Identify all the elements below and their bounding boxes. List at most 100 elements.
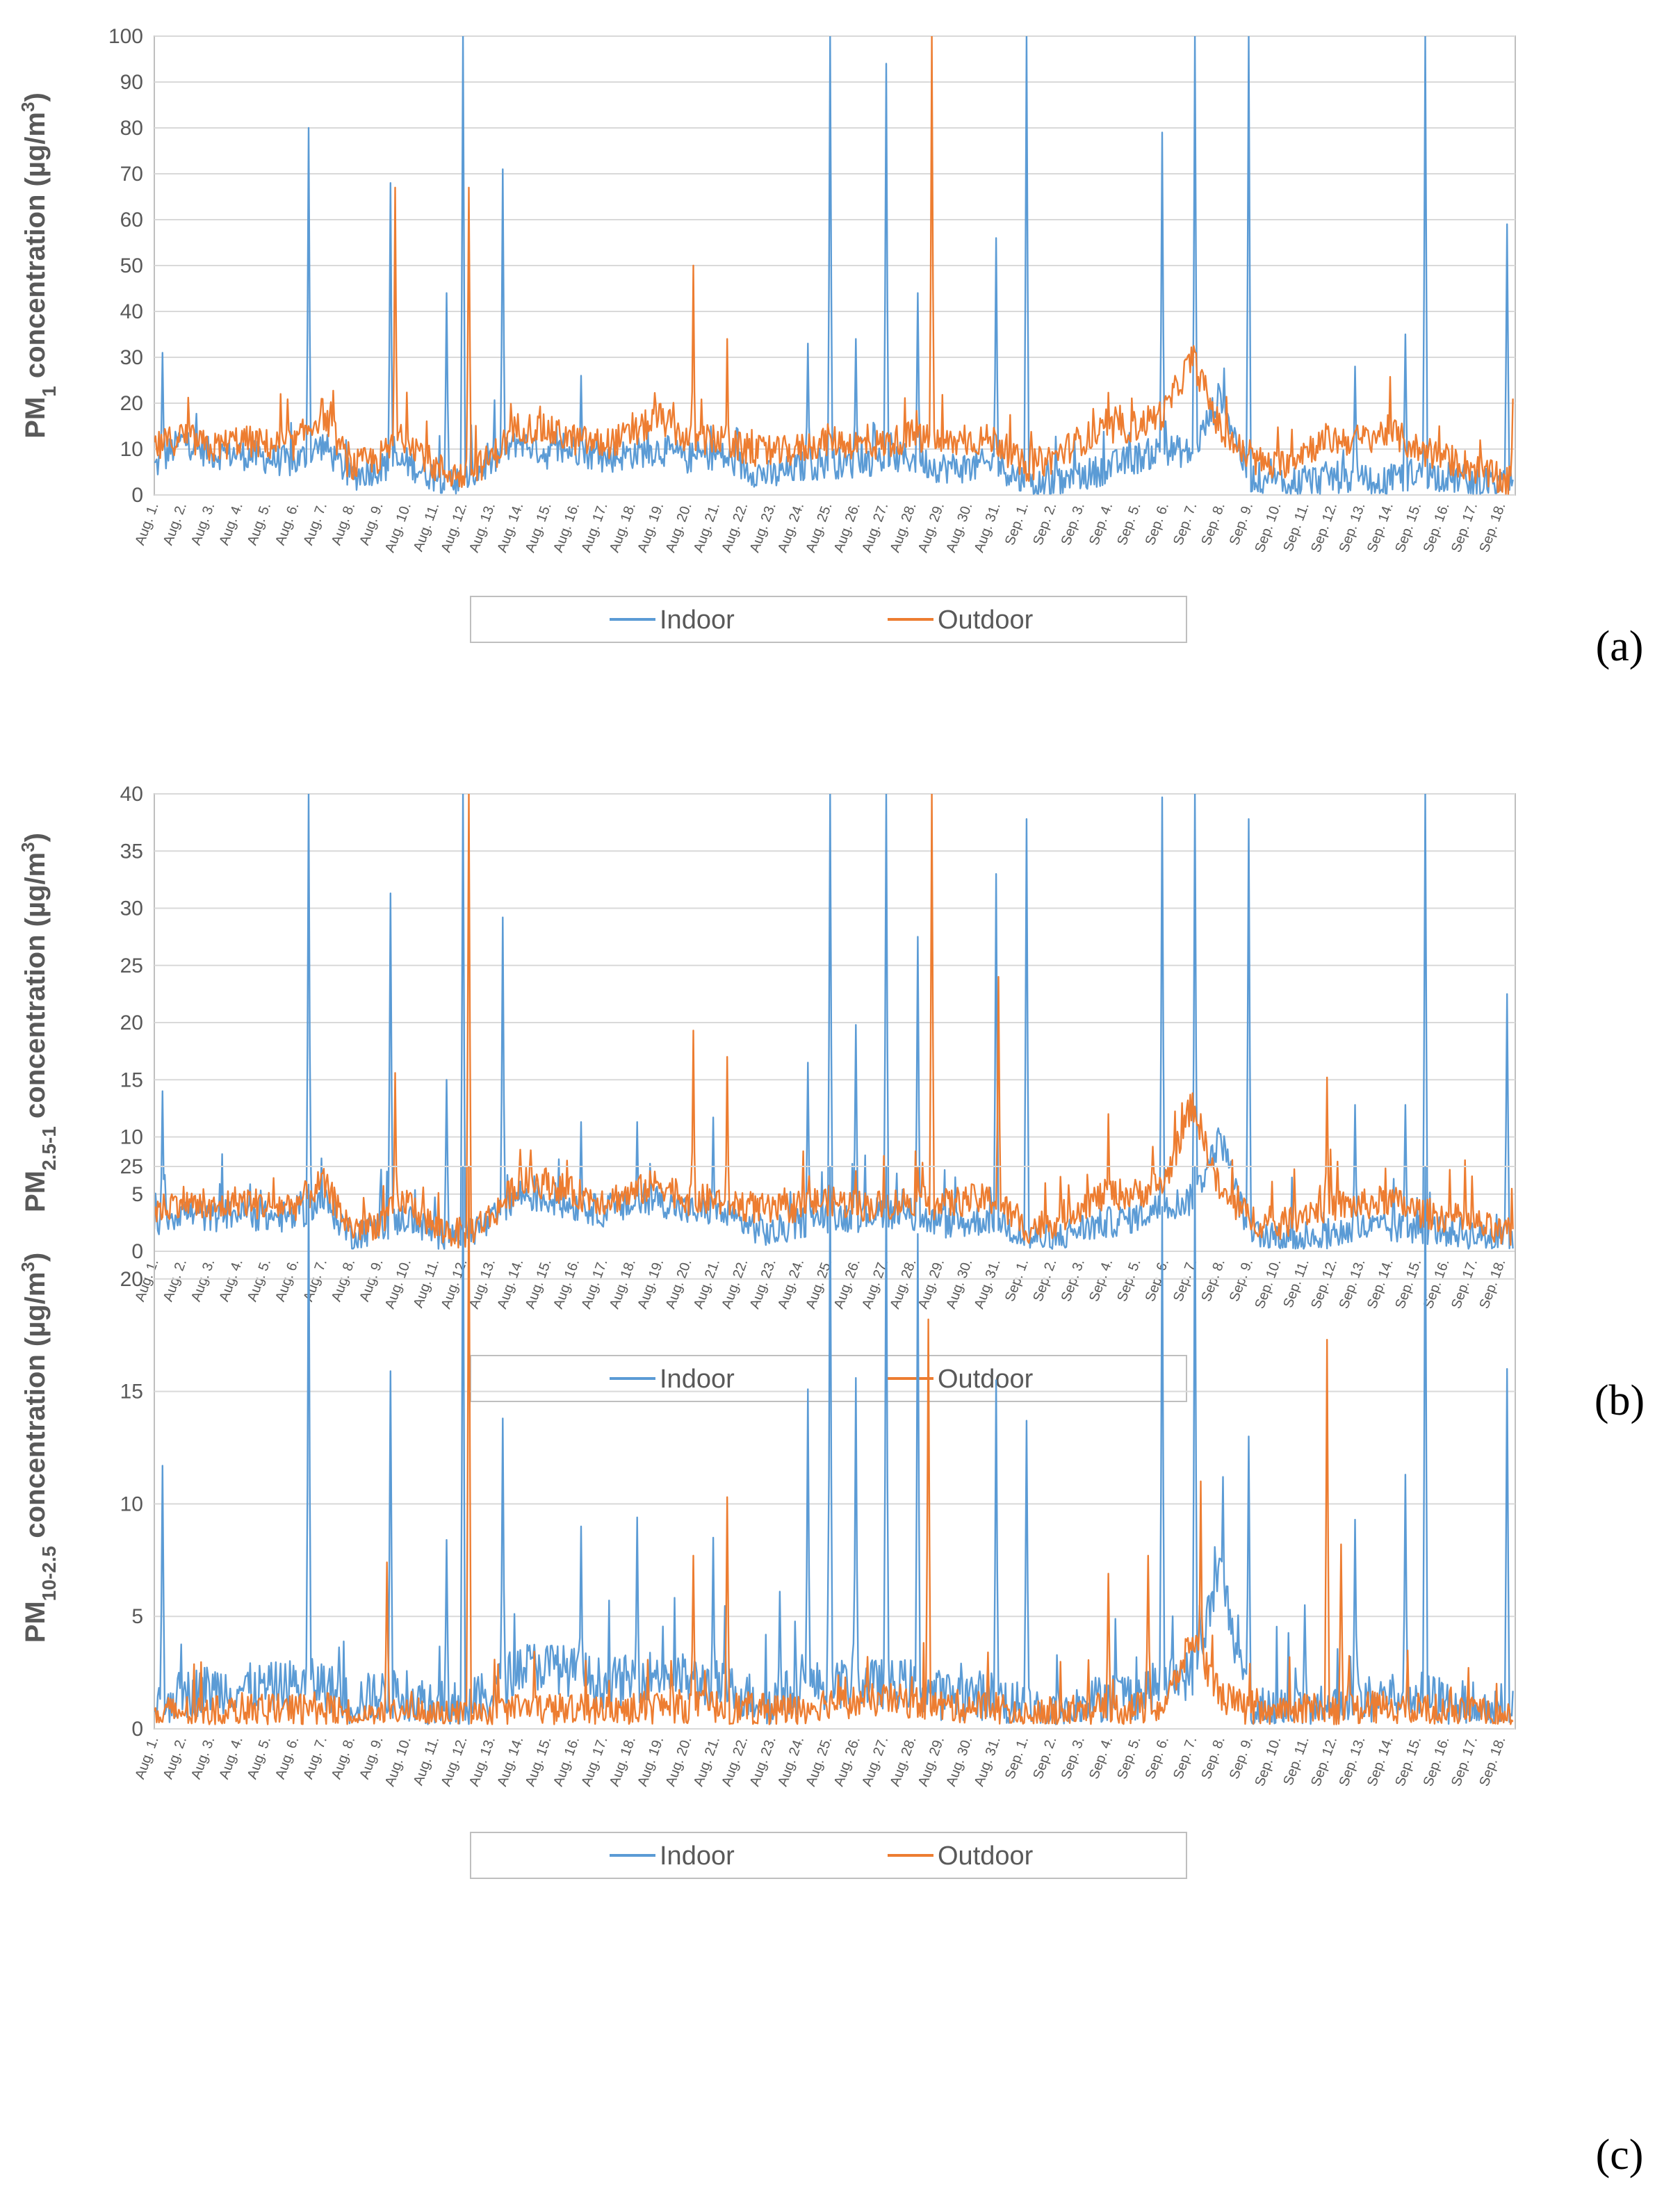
x-tick-label: Sep. 3.: [1059, 1734, 1088, 1781]
x-tick-label: Aug. 24.: [775, 1734, 807, 1789]
x-tick-label: Aug. 29.: [915, 501, 947, 555]
y-tick-label: 60: [120, 209, 143, 231]
x-tick-label: Sep. 12.: [1308, 1257, 1340, 1311]
x-tick-label: Sep. 5.: [1114, 1257, 1143, 1303]
x-tick-label: Aug. 12.: [439, 501, 471, 555]
x-tick-label: Aug. 19.: [635, 501, 667, 555]
x-tick-label: Sep. 6.: [1143, 1257, 1172, 1303]
x-tick-label: Aug. 18.: [607, 1734, 639, 1789]
x-tick-label: Aug. 5.: [245, 1734, 274, 1781]
x-tick-label: Sep. 13.: [1336, 1734, 1368, 1789]
y-tick-label: 25: [120, 1155, 143, 1178]
x-tick-label: Aug. 27.: [859, 501, 891, 555]
y-tick-label: 15: [120, 1381, 143, 1404]
legend-box: [470, 1832, 1187, 1879]
series-line-indoor: [154, 36, 1514, 495]
x-tick-label: Sep. 11.: [1280, 1734, 1312, 1787]
x-tick-label: Sep. 8.: [1198, 1734, 1228, 1781]
y-tick-label: 20: [120, 1268, 143, 1291]
x-tick-label: Aug. 5.: [245, 1257, 274, 1303]
x-tick-label: Aug. 19.: [635, 1734, 667, 1789]
legend-label-indoor: Indoor: [660, 1365, 735, 1394]
x-tick-label: Sep. 6.: [1143, 501, 1172, 547]
x-tick-label: Sep. 2.: [1030, 501, 1059, 547]
x-tick-label: Sep. 7.: [1171, 1734, 1200, 1781]
x-tick-label: Sep. 11.: [1280, 501, 1312, 553]
x-tick-label: Aug. 26.: [831, 1734, 863, 1789]
x-tick-label: Aug. 14.: [494, 1257, 526, 1311]
y-axis-title: PM10-2.5 concentration (µg/m3): [17, 1253, 60, 1643]
x-tick-label: Aug. 3.: [188, 1734, 218, 1781]
x-tick-label: Sep. 18.: [1476, 1734, 1508, 1789]
x-tick-label: Aug. 18.: [607, 1257, 639, 1311]
x-tick-label: Aug. 22.: [719, 1734, 751, 1789]
x-tick-label: Aug. 11.: [411, 501, 443, 553]
x-tick-label: Aug. 28.: [888, 1257, 920, 1311]
x-tick-label: Aug. 6.: [272, 501, 302, 547]
x-tick-label: Aug. 20.: [663, 1257, 695, 1311]
panel-label: (b): [1595, 1377, 1645, 1424]
x-tick-label: Aug. 10.: [382, 1257, 414, 1311]
x-tick-label: Aug. 29.: [915, 1734, 947, 1789]
x-tick-label: Aug. 31.: [972, 1734, 1004, 1789]
x-tick-label: Aug. 13.: [466, 1734, 498, 1789]
series-line-outdoor: [154, 794, 1514, 1249]
legend-box: [470, 596, 1187, 643]
legend-label-outdoor: Outdoor: [938, 1365, 1034, 1394]
axis-label-part: ): [20, 1253, 51, 1262]
x-tick-label: Sep. 5.: [1114, 1734, 1143, 1781]
y-tick-label: 0: [131, 1240, 143, 1263]
x-tick-label: Sep. 17.: [1449, 501, 1481, 555]
x-tick-label: Sep. 3.: [1059, 1257, 1088, 1303]
x-tick-label: Aug. 9.: [357, 1734, 386, 1781]
x-tick-label: Aug. 30.: [943, 1734, 975, 1789]
axis-label-part: 10-2.5: [38, 1546, 60, 1601]
x-tick-label: Sep. 4.: [1086, 501, 1116, 547]
x-tick-label: Sep. 18.: [1476, 1257, 1508, 1311]
x-tick-label: Sep. 1.: [1002, 501, 1031, 547]
x-tick-label: Aug. 2.: [161, 1257, 190, 1303]
legend-label-indoor: Indoor: [660, 605, 735, 635]
x-tick-label: Aug. 18.: [607, 501, 639, 555]
x-tick-label: Aug. 8.: [329, 501, 358, 547]
axis-label-part: ): [20, 833, 51, 842]
x-tick-label: Aug. 26.: [831, 501, 863, 555]
x-tick-label: Sep. 8.: [1198, 501, 1228, 547]
x-tick-label: Aug. 9.: [357, 1257, 386, 1303]
axis-label-part: 3: [17, 842, 38, 852]
x-tick-label: Sep. 13.: [1336, 501, 1368, 555]
x-tick-label: Aug. 11.: [411, 1257, 443, 1310]
y-tick-label: 35: [120, 840, 143, 863]
x-tick-label: Sep. 1.: [1002, 1734, 1031, 1781]
y-tick-label: 40: [120, 783, 143, 806]
chart-panel-0: 0 10 20 30 40 50 60 70 80 90 100 PM1 concentration …: [17, 25, 1643, 670]
x-tick-label: Sep. 14.: [1364, 1257, 1396, 1311]
x-tick-label: Sep. 15.: [1392, 1734, 1424, 1789]
x-tick-label: Sep. 15.: [1392, 501, 1424, 555]
x-tick-label: Aug. 29.: [915, 1257, 947, 1311]
series-line-outdoor: [154, 36, 1514, 495]
x-tick-label: Aug. 19.: [635, 1257, 667, 1311]
x-tick-label: Sep. 16.: [1421, 501, 1453, 555]
x-tick-label: Aug. 10.: [382, 501, 414, 555]
x-tick-label: Aug. 17.: [578, 501, 610, 555]
x-tick-label: Aug. 22.: [719, 1257, 751, 1311]
x-tick-label: Aug. 4.: [216, 1257, 245, 1303]
panel-label: (c): [1596, 2131, 1644, 2179]
x-tick-label: Sep. 1.: [1002, 1257, 1031, 1303]
x-tick-label: Aug. 16.: [551, 1257, 582, 1311]
x-tick-label: Aug. 6.: [272, 1734, 302, 1781]
x-tick-label: Aug. 14.: [494, 1734, 526, 1789]
x-tick-label: Sep. 2.: [1030, 1257, 1059, 1303]
x-tick-label: Sep. 9.: [1227, 1257, 1256, 1303]
x-tick-label: Aug. 7.: [301, 501, 330, 547]
y-tick-label: 20: [120, 392, 143, 415]
x-tick-label: Aug. 15.: [523, 1734, 555, 1789]
x-tick-label: Sep. 9.: [1227, 1734, 1256, 1781]
x-tick-label: Aug. 16.: [551, 501, 582, 555]
y-tick-label: 10: [120, 1493, 143, 1515]
axis-label-part: concentration (µg/m: [20, 852, 51, 1126]
x-tick-label: Sep. 9.: [1227, 501, 1256, 547]
x-tick-label: Sep. 4.: [1086, 1257, 1116, 1303]
